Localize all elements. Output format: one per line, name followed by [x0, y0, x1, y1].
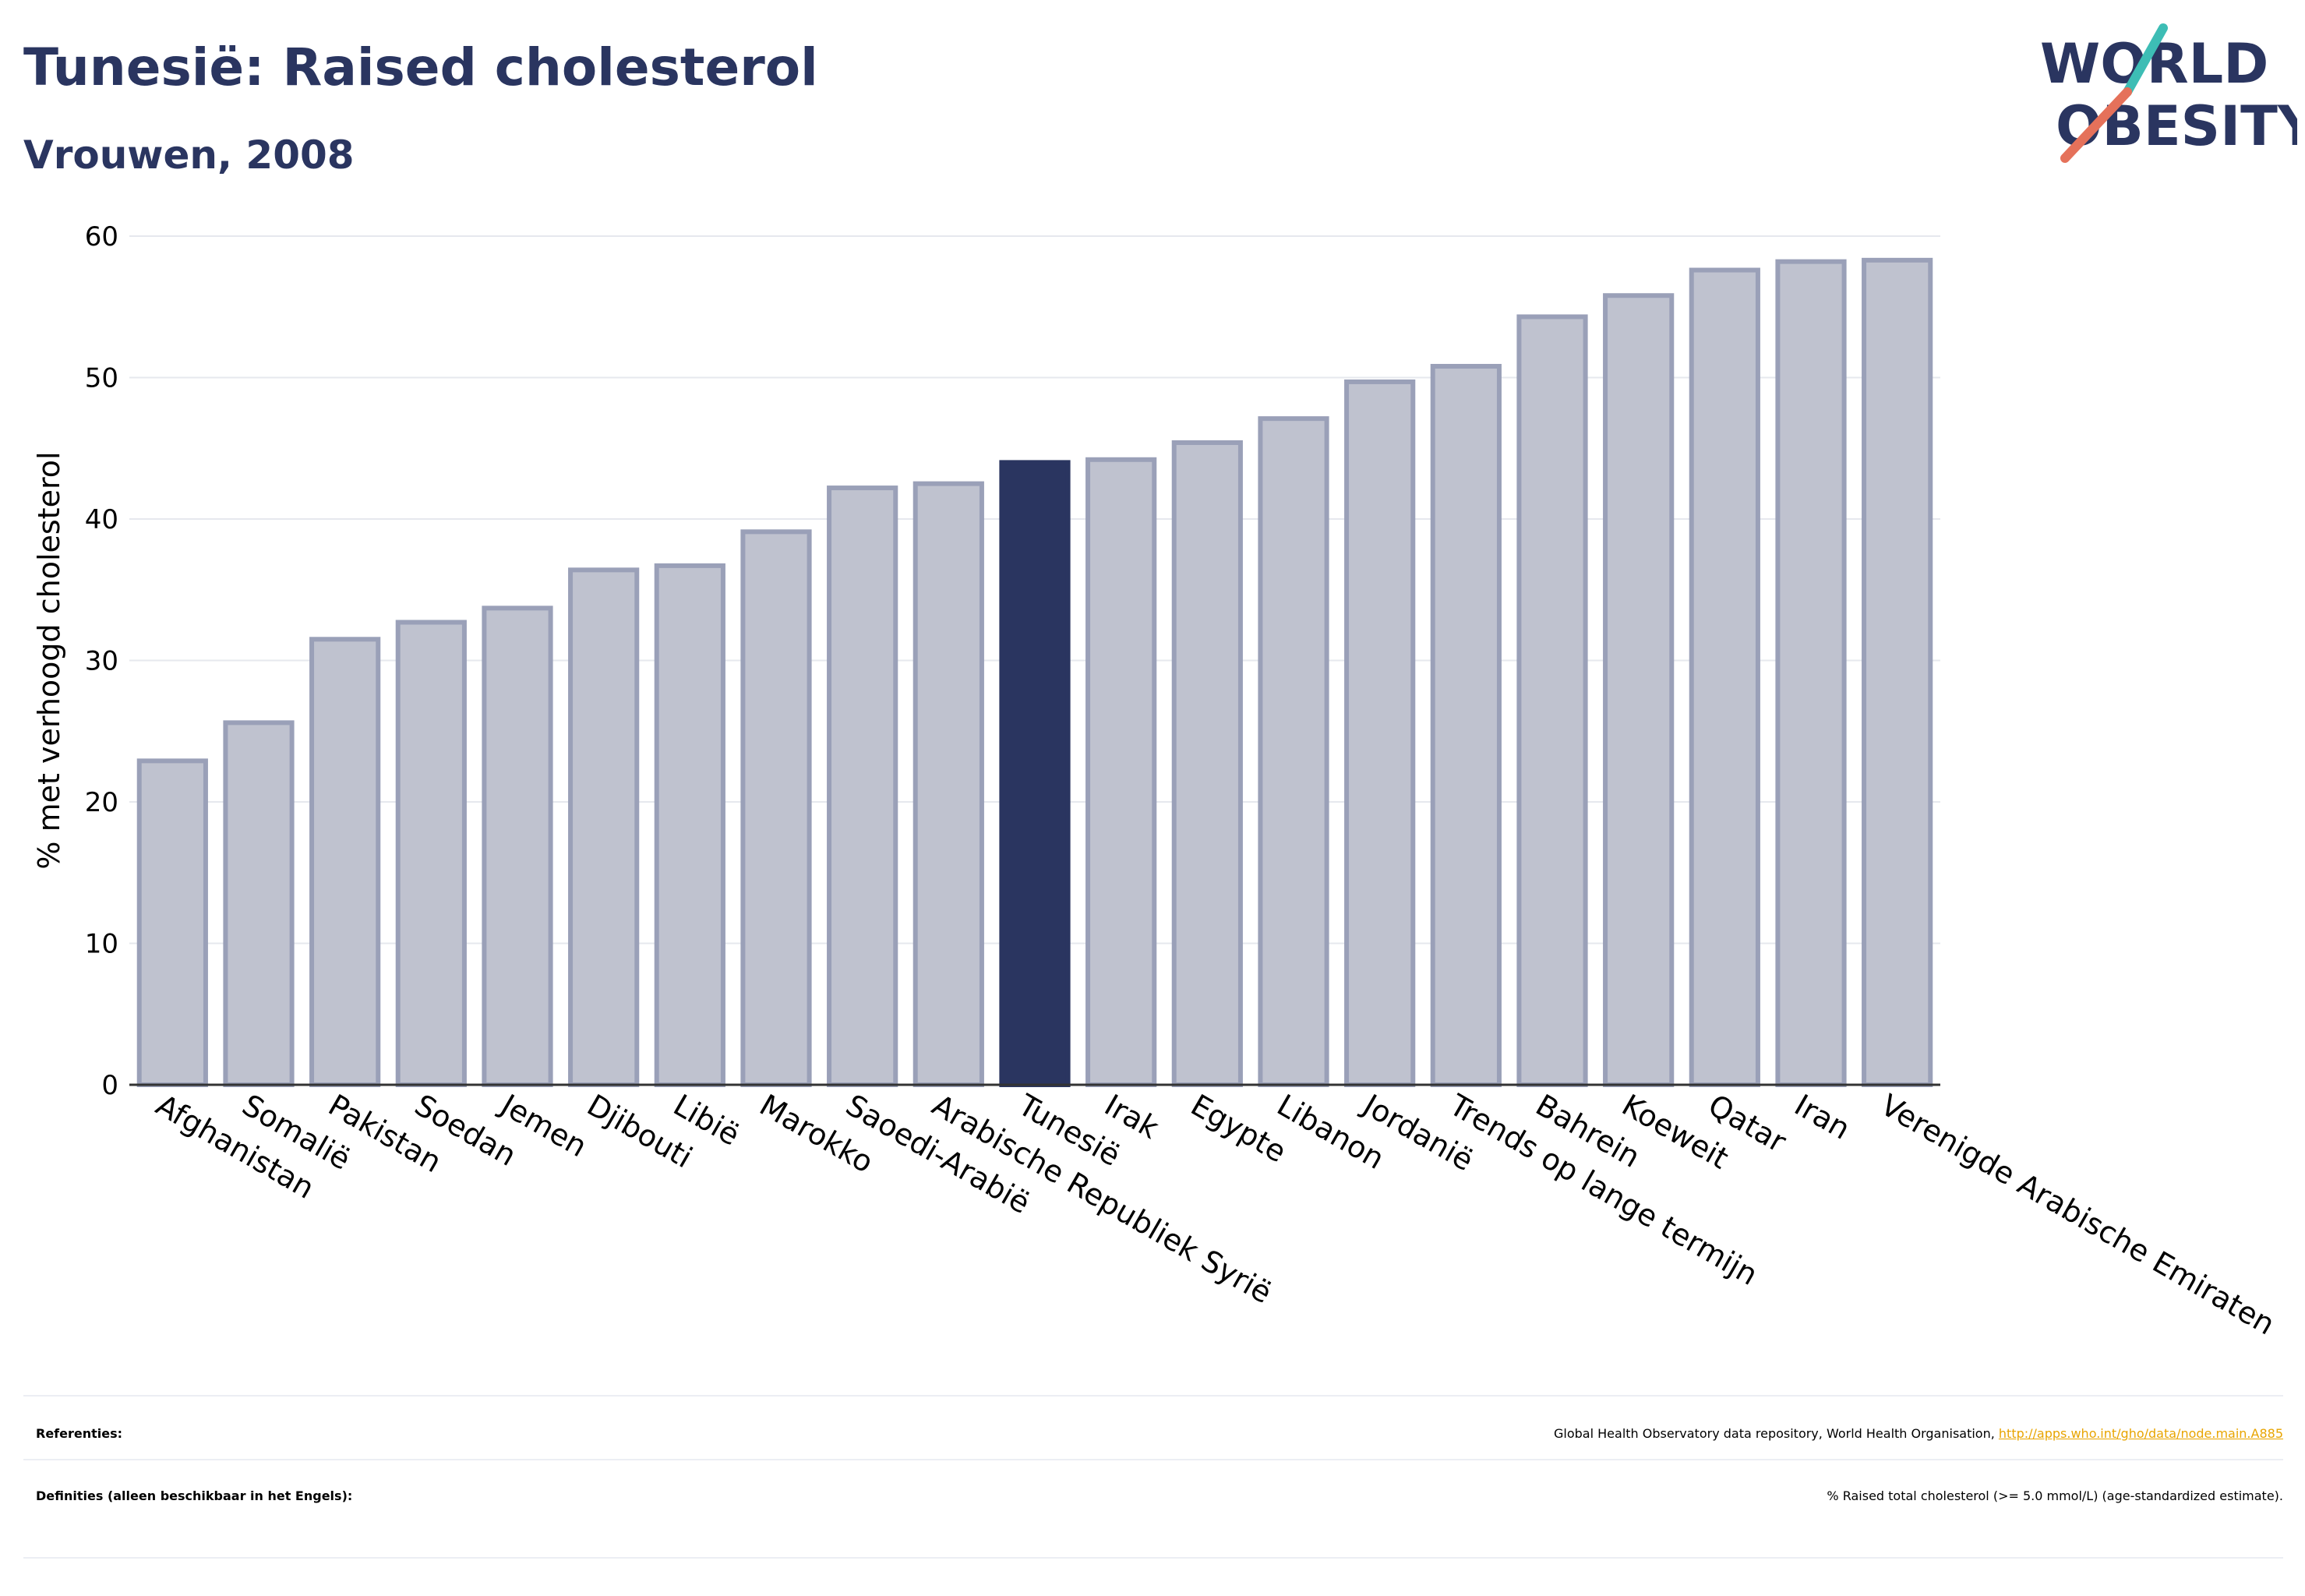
y-tick-label: 10 — [85, 929, 118, 960]
bar — [654, 563, 725, 1087]
bar — [1344, 379, 1416, 1087]
bar — [1603, 293, 1675, 1088]
y-tick-label: 40 — [85, 504, 118, 535]
bar-chart: 0 10 20 30 40 50 60 AfghanistanSomaliëPakistan… — [32, 221, 2281, 1342]
logo-coral-slash — [2060, 87, 2132, 163]
x-tick-label: Egypte — [1185, 1088, 1292, 1170]
bar — [223, 720, 295, 1087]
world-obesity-logo: WORLD OBESITY — [2040, 23, 2297, 163]
footer-divider-bottom — [23, 1557, 2283, 1559]
y-tick-label: 20 — [85, 787, 118, 818]
bar — [1085, 457, 1157, 1087]
bar — [482, 606, 553, 1087]
bar — [912, 481, 984, 1087]
y-tick-label: 0 — [101, 1070, 118, 1101]
y-tick-label: 30 — [85, 646, 118, 677]
bar — [568, 567, 640, 1087]
page-title: Tunesië: Raised cholesterol — [23, 37, 818, 97]
references-label: Referenties: — [36, 1426, 123, 1441]
bar — [1689, 267, 1760, 1087]
references-text: Global Health Observatory data repositor… — [1554, 1426, 1999, 1441]
logo-teal-slash — [2123, 23, 2168, 97]
bar — [1516, 314, 1588, 1087]
definitions-value: % Raised total cholesterol (>= 5.0 mmol/… — [1827, 1488, 2283, 1503]
bar — [136, 758, 208, 1087]
bar — [1171, 440, 1243, 1087]
bar — [1258, 416, 1329, 1087]
footer-divider-middle — [23, 1459, 2283, 1460]
y-tick-label: 60 — [85, 221, 118, 252]
y-tick-label: 50 — [85, 363, 118, 394]
y-axis-ticks: 0 10 20 30 40 50 60 — [85, 221, 118, 1101]
x-axis-ticks: AfghanistanSomaliëPakistanSoedanJemenDji… — [150, 1087, 2281, 1342]
y-axis-label: % met verhoogd cholesterol — [32, 451, 66, 869]
bar — [1862, 257, 1933, 1088]
x-tick-label: Iran — [1789, 1088, 1856, 1146]
bar — [740, 529, 812, 1087]
bars — [136, 257, 1933, 1088]
definitions-label: Definities (alleen beschikbaar in het En… — [36, 1488, 353, 1503]
references-value: Global Health Observatory data repositor… — [1554, 1417, 2283, 1451]
bar — [1775, 259, 1847, 1087]
footer-divider-top — [23, 1395, 2283, 1396]
bar-highlighted — [999, 460, 1071, 1087]
bar — [1430, 363, 1502, 1088]
x-tick-label: Verenigde Arabische Emiraten — [1875, 1088, 2280, 1342]
bar — [309, 637, 381, 1087]
bar — [827, 486, 898, 1087]
references-link[interactable]: http://apps.who.int/gho/data/node.main.A… — [1998, 1426, 2283, 1441]
page-subtitle: Vrouwen, 2008 — [23, 132, 355, 178]
bar — [395, 620, 467, 1087]
